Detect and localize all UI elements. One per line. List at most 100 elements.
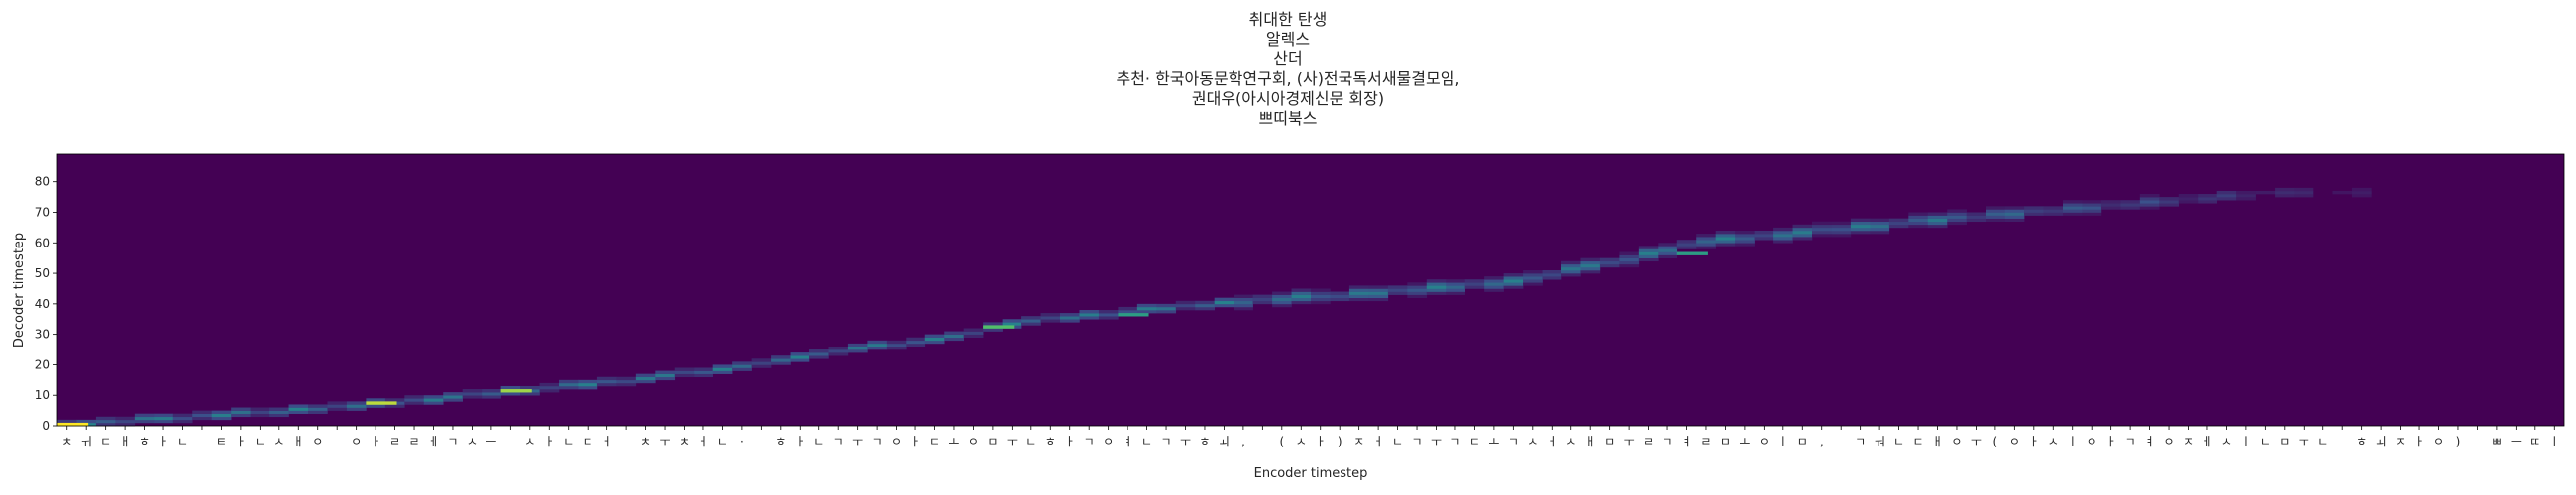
heatmap-cell [1658, 243, 1678, 247]
heatmap-cell [674, 370, 695, 374]
heatmap-cell [1812, 224, 1832, 229]
x-tick-label: ㅎ [139, 435, 150, 448]
x-tick-label: ㅐ [120, 435, 131, 448]
heatmap-cell [2159, 200, 2180, 204]
heatmap-cell [423, 398, 444, 402]
heatmap-cell [1812, 221, 1832, 226]
heatmap-cell [1599, 263, 1620, 268]
x-tick-label: ㅇ [968, 435, 979, 448]
heatmap-cell [1619, 251, 1640, 255]
x-tick-label: ㅏ [911, 435, 921, 448]
heatmap-cell [1484, 279, 1504, 283]
heatmap-cell [694, 373, 713, 378]
heatmap-cell [1098, 310, 1119, 314]
x-tick-label: ㅅ [467, 435, 478, 448]
x-tick-label: , [1820, 435, 1824, 448]
heatmap-cell [308, 407, 328, 411]
x-tick-label: ㅜ [1007, 435, 1018, 448]
heatmap-peak-cell [983, 325, 1015, 329]
heatmap-cell [867, 343, 888, 347]
heatmap-cell [1927, 218, 1948, 223]
heatmap-cell [1927, 224, 1948, 229]
x-tick-label: ㅇ [2433, 435, 2444, 448]
heatmap-cell [2082, 209, 2102, 213]
x-tick-label: ㅏ [371, 435, 381, 448]
x-axis-label: Encoder timestep [1254, 466, 1368, 481]
x-tick-label: ㅇ [1759, 435, 1770, 448]
heatmap-cell [559, 382, 579, 387]
heatmap-cell [462, 389, 483, 393]
heatmap-cell [1870, 218, 1890, 223]
heatmap-cell [1503, 285, 1524, 289]
heatmap-cell [1850, 227, 1871, 232]
heatmap-cell [1715, 237, 1736, 241]
heatmap-cell [1214, 297, 1234, 302]
x-tick-label: ㅏ [795, 435, 805, 448]
heatmap-cell [1387, 288, 1408, 292]
heatmap-cell [1754, 237, 1774, 241]
heatmap-cell [1446, 282, 1465, 286]
heatmap-cell [1986, 206, 2005, 210]
x-tick-label: ㅎ [1199, 435, 1210, 448]
heatmap-cell [1986, 212, 2005, 216]
heatmap-cell [790, 355, 810, 359]
heatmap-cell [231, 413, 251, 418]
x-tick-label: ㅣ [2549, 435, 2560, 448]
heatmap-cell [847, 349, 868, 353]
heatmap-cell [1966, 218, 1986, 223]
heatmap-cell [1484, 288, 1504, 292]
heatmap-cell [674, 367, 695, 371]
heatmap-cell [1234, 300, 1253, 305]
heatmap-cell [1831, 224, 1852, 229]
heatmap-cell [2275, 194, 2295, 198]
heatmap-cell [924, 340, 945, 345]
heatmap-cell [1696, 234, 1716, 238]
heatmap-cell [1060, 313, 1080, 317]
heatmap-cell [1523, 276, 1543, 280]
heatmap-cell [1311, 294, 1331, 298]
x-tick-label: ㅜ [852, 435, 863, 448]
heatmap-cell [1214, 300, 1234, 305]
x-tick-label: ㄴ [563, 435, 574, 448]
heatmap-cell [1888, 218, 1909, 223]
heatmap-cell [771, 355, 791, 359]
heatmap-cell [2082, 206, 2102, 210]
heatmap-cell [906, 340, 926, 345]
x-tick-label: ㅟ [81, 435, 92, 448]
heatmap-cell [2294, 190, 2314, 195]
x-tick-label: ㅜ [1624, 435, 1635, 448]
heatmap-cell [1715, 240, 1736, 244]
heatmap-cell [1561, 260, 1581, 265]
x-tick-label: ㅎ [1045, 435, 1056, 448]
heatmap-cell [2063, 203, 2083, 207]
heatmap-cell [1754, 230, 1774, 235]
heatmap-cell [1252, 294, 1273, 298]
heatmap-cell [674, 373, 695, 378]
heatmap-cell [1831, 227, 1852, 232]
heatmap-cell [1426, 291, 1447, 295]
heatmap-cell [1021, 316, 1041, 320]
heatmap-cell [1696, 240, 1716, 244]
heatmap-cell [154, 419, 174, 424]
x-tick-label: ㅇ [1103, 435, 1114, 448]
heatmap-cell [95, 419, 116, 424]
heatmap-cell [1407, 288, 1428, 292]
x-tick-label: ㅗ [1739, 435, 1750, 448]
heatmap-peak-cell [1676, 251, 1708, 255]
x-tick-label: ㅏ [235, 435, 246, 448]
heatmap-cell [635, 379, 656, 384]
heatmap-cell [76, 419, 97, 424]
heatmap-cell [809, 352, 829, 356]
x-tick-label: ㅏ [159, 435, 169, 448]
heatmap-cell [1484, 282, 1504, 286]
heatmap-cell [732, 367, 752, 371]
x-tick-label: ㅣ [2067, 435, 2078, 448]
heatmap-cell [1136, 310, 1157, 314]
x-tick-label: ㅊ [61, 435, 72, 448]
x-tick-label: ㅁ [987, 435, 998, 448]
heatmap-cell [1927, 212, 1948, 216]
heatmap-cell [1580, 260, 1601, 265]
heatmap-cell [269, 407, 289, 411]
heatmap-cell [867, 340, 888, 345]
title-line-6: 쁘띠북스 [1258, 109, 1318, 128]
